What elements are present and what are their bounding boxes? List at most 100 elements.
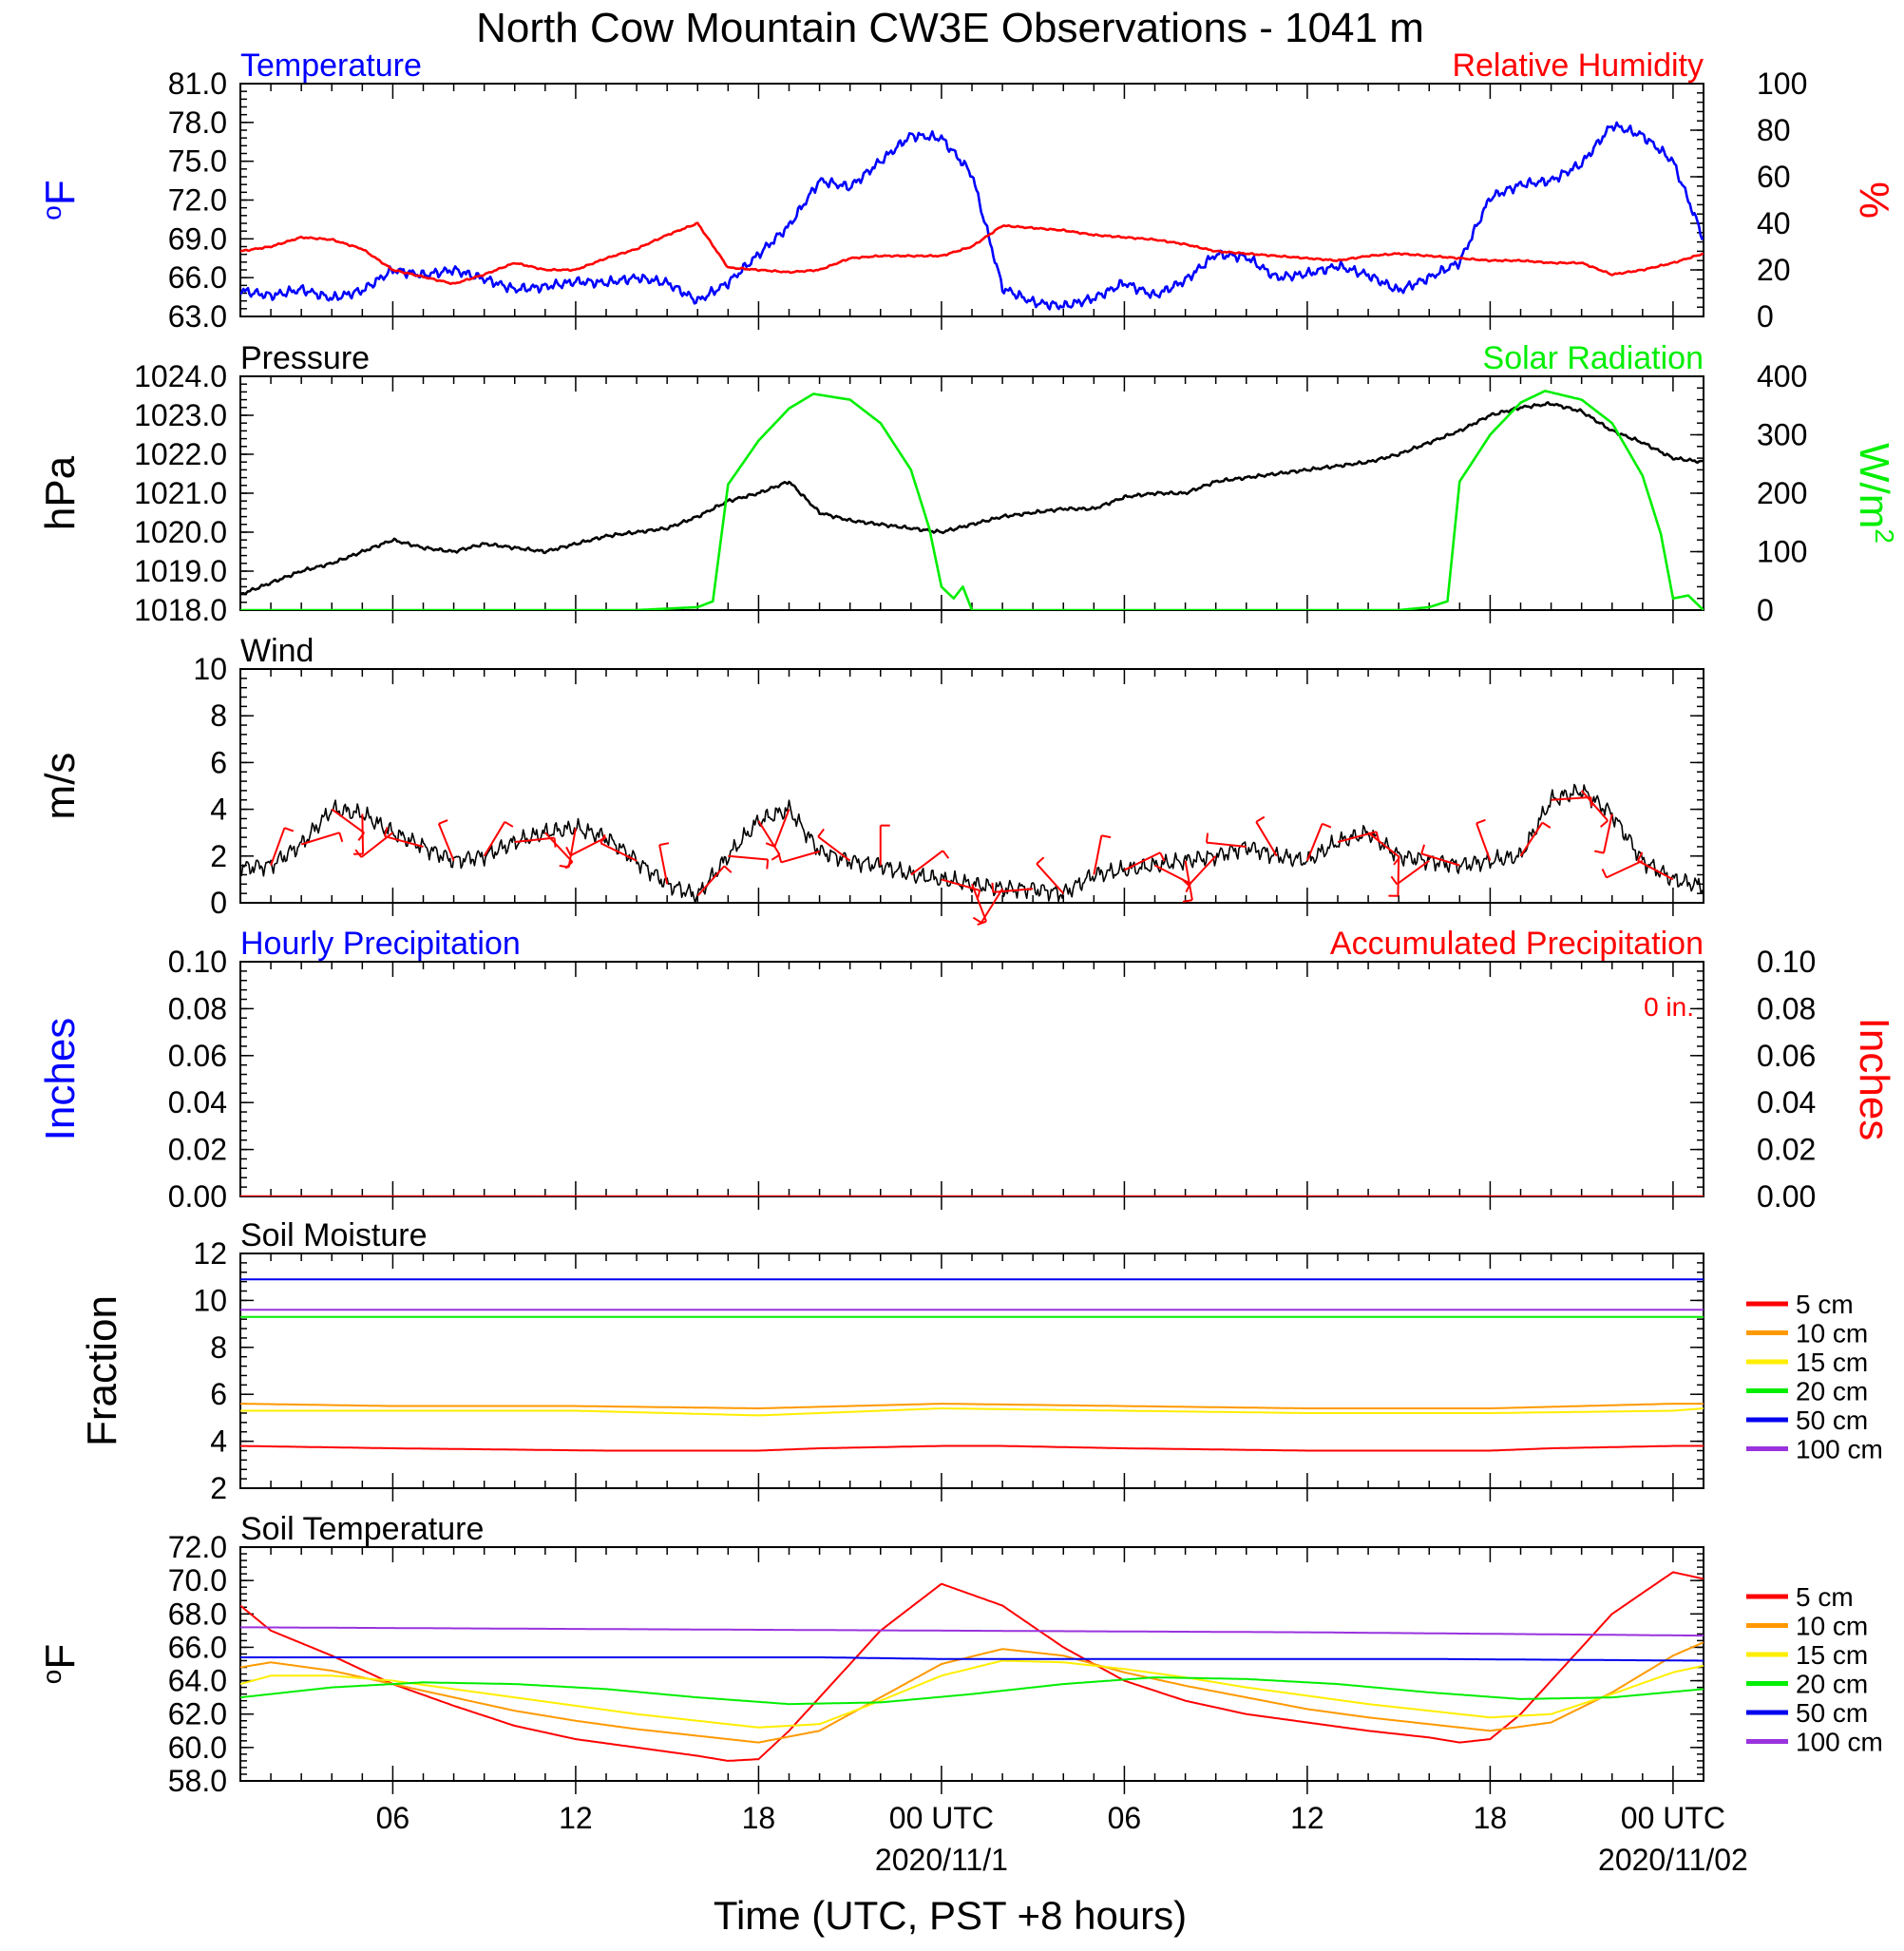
x-axis-title: Time (UTC, PST +8 hours): [714, 1893, 1187, 1938]
y-tick-label: 60.0: [168, 1731, 227, 1765]
legend-label: 100 cm: [1796, 1728, 1883, 1757]
wind-barb: [696, 865, 733, 897]
y-tick-label: 64.0: [168, 1664, 227, 1698]
legend-label: 50 cm: [1796, 1698, 1868, 1728]
wind-barb: [971, 883, 987, 927]
y-axis-label-left: oF: [37, 180, 84, 220]
panel-title-left: Hourly Precipitation: [240, 926, 521, 962]
y-tick-label: 6: [210, 1377, 227, 1411]
y-right-tick-label: 0: [1757, 299, 1774, 334]
y-tick-label: 4: [210, 1425, 227, 1459]
y-right-tick-label: 40: [1757, 206, 1791, 240]
x-date-label: 2020/11/02: [1598, 1843, 1748, 1877]
y-right-tick-label: 200: [1757, 476, 1807, 510]
y-tick-label: 0: [210, 886, 227, 920]
y-right-tick-label: 0.04: [1757, 1085, 1816, 1119]
wind-barb: [879, 824, 890, 866]
y-right-tick-label: 100: [1757, 67, 1807, 101]
y-tick-label: 0.00: [168, 1179, 227, 1214]
wind-barb: [300, 832, 344, 846]
wind-barb: [437, 819, 455, 862]
panel-wind: Wind 0 2 4 6 8 10 m/s: [37, 633, 1704, 927]
y-tick-label: 10: [193, 652, 227, 686]
y-tick-label: 8: [210, 698, 227, 733]
wind-barb: [1420, 844, 1460, 867]
series-line-10cm: [240, 1641, 1704, 1744]
x-date-label: 2020/11/1: [875, 1843, 1008, 1877]
y-right-tick-label: 400: [1757, 359, 1807, 393]
wind-barb: [817, 828, 851, 862]
y-tick-label: 72.0: [168, 183, 227, 218]
wind-barb: [765, 809, 790, 848]
legend-label: 5 cm: [1796, 1290, 1854, 1319]
y-right-tick-label: 100: [1757, 535, 1807, 569]
y-tick-label: 63.0: [168, 299, 227, 334]
y-tick-label: 1019.0: [134, 554, 227, 588]
x-tick-label: 06: [376, 1801, 410, 1835]
y-tick-label: 81.0: [168, 67, 227, 101]
y-tick-label: 1022.0: [134, 437, 227, 471]
x-tick-label: 06: [1108, 1801, 1142, 1835]
series-line-15cm: [240, 1407, 1704, 1417]
y-tick-label: 69.0: [168, 221, 227, 256]
y-right-tick-label: 0.10: [1757, 945, 1816, 979]
y-tick-label: 0.06: [168, 1039, 227, 1073]
y-tick-label: 66.0: [168, 260, 227, 295]
wind-barb: [270, 827, 295, 866]
panel-title-right: Solar Radiation: [1483, 340, 1704, 376]
wind-barb: [1594, 813, 1613, 854]
y-axis-label-right: Inches: [1851, 1018, 1897, 1141]
wind-barb: [777, 850, 820, 864]
x-tick-label: 00 UTC: [889, 1801, 994, 1835]
wind-barb: [1601, 859, 1644, 879]
y-tick-label: 2: [210, 839, 227, 873]
panel-temperature_humidity: Temperature Relative Humidity 63.0 66.0 69.0…: [37, 48, 1897, 334]
series-line-15cm: [240, 1659, 1704, 1729]
series-line-20cm: [240, 1676, 1704, 1706]
legend-label: 20 cm: [1796, 1670, 1868, 1699]
y-tick-label: 1021.0: [134, 476, 227, 510]
series-line-left: [240, 783, 1704, 903]
wind-barb: [1123, 851, 1166, 871]
panel-frame: [239, 668, 1704, 904]
y-right-tick-label: 0.08: [1757, 991, 1816, 1025]
wind-barb: [600, 833, 638, 862]
panel-title-left: Soil Temperature: [240, 1511, 484, 1547]
y-tick-label: 66.0: [168, 1630, 227, 1664]
panel-title-left: Soil Moisture: [240, 1217, 428, 1253]
y-right-tick-label: 20: [1757, 253, 1791, 287]
y-tick-label: 58.0: [168, 1764, 227, 1798]
wind-barb: [1519, 821, 1552, 857]
wind-barb: [1476, 818, 1492, 862]
y-right-tick-label: 60: [1757, 160, 1791, 194]
panel-soil_temperature: Soil Temperature 58.060.062.064.066.068.0…: [37, 1511, 1883, 1798]
wind-barb: [383, 827, 424, 848]
y-tick-label: 1024.0: [134, 359, 227, 393]
y-axis-label-left: oF: [37, 1644, 84, 1684]
x-tick-label: 12: [1290, 1801, 1324, 1835]
series-line-right: [240, 221, 1704, 286]
panel-title-left: Wind: [240, 633, 314, 669]
y-axis-label-left: m/s: [37, 753, 84, 820]
y-tick-label: 0.08: [168, 991, 227, 1025]
wind-barb: [565, 836, 607, 857]
wind-barb: [972, 888, 1003, 924]
legend-label: 10 cm: [1796, 1319, 1868, 1348]
wind-barb: [658, 842, 670, 885]
y-tick-label: 70.0: [168, 1563, 227, 1597]
y-tick-label: 62.0: [168, 1697, 227, 1731]
legend-label: 20 cm: [1796, 1377, 1868, 1406]
wind-barb: [1580, 790, 1609, 828]
y-tick-label: 75.0: [168, 144, 227, 179]
y-tick-label: 1023.0: [134, 398, 227, 432]
legend-label: 50 cm: [1796, 1406, 1868, 1435]
series-line-50cm: [240, 1656, 1704, 1662]
panel-frame: [239, 375, 1704, 611]
legend-label: 100 cm: [1796, 1435, 1883, 1464]
legend-label: 10 cm: [1796, 1612, 1868, 1641]
series-line-left: [240, 401, 1704, 596]
panel-frame: [239, 961, 1704, 1197]
